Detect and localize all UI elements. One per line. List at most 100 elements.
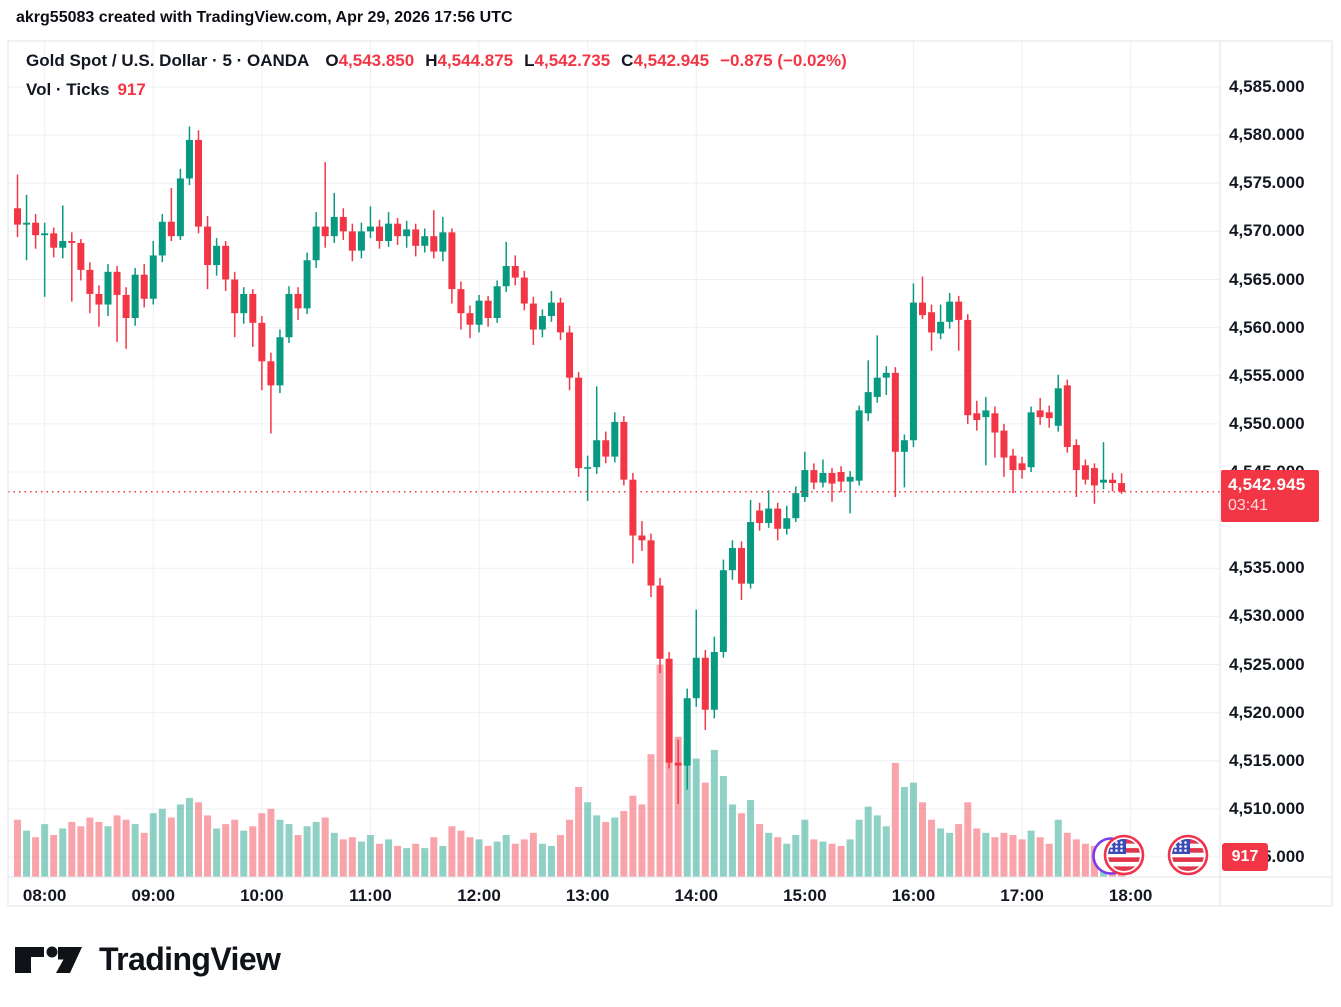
volume-bar <box>167 817 175 877</box>
candle-body <box>1009 455 1017 471</box>
volume-bar <box>502 835 510 877</box>
tradingview-logo-text: TradingView <box>99 941 281 977</box>
volume-bar <box>1009 835 1017 877</box>
y-axis-label[interactable]: 4,575.000 <box>1229 173 1305 193</box>
x-axis-label[interactable]: 12:00 <box>457 886 501 905</box>
volume-bar <box>647 754 655 877</box>
volume-bar <box>538 843 546 877</box>
candle-body <box>909 302 917 441</box>
candle-body <box>439 232 447 252</box>
candle-body <box>629 479 637 536</box>
x-axis-label[interactable]: 09:00 <box>131 886 175 905</box>
y-axis-label[interactable]: 4,535.000 <box>1229 558 1305 578</box>
volume-bar <box>430 837 438 877</box>
volume-label[interactable]: Vol · Ticks <box>26 80 110 99</box>
x-axis-label[interactable]: 11:00 <box>349 886 392 905</box>
volume-bar <box>294 835 302 877</box>
volume-bar <box>86 817 94 877</box>
tradingview-logo-icon <box>15 946 82 973</box>
symbol-title[interactable]: Gold Spot / U.S. Dollar · 5 · OANDA <box>26 51 310 70</box>
candle-body <box>919 302 926 316</box>
y-axis-label[interactable]: 4,580.000 <box>1229 125 1305 145</box>
y-axis-label[interactable]: 4,515.000 <box>1229 750 1305 770</box>
candle-body <box>955 301 963 320</box>
candle-body <box>719 570 727 652</box>
volume-bar <box>557 835 564 877</box>
candle-body <box>928 312 936 333</box>
x-axis-label[interactable]: 08:00 <box>22 886 67 905</box>
y-axis-label[interactable]: 4,565.000 <box>1229 269 1305 289</box>
candle-body <box>1036 410 1044 418</box>
volume-bar <box>131 824 139 877</box>
current-price-badge: 4,542.945 03:41 <box>1221 470 1319 522</box>
volume-bar <box>873 815 881 877</box>
candle-body <box>204 226 212 266</box>
tradingview-logo[interactable]: TradingView <box>14 941 281 978</box>
candle-body <box>1100 479 1107 483</box>
candle-body <box>529 303 537 330</box>
x-axis-label[interactable]: 14:00 <box>674 886 718 905</box>
volume-bar <box>32 837 40 877</box>
volume-bar <box>900 786 908 877</box>
us-flag-event-icon[interactable] <box>1103 834 1145 876</box>
x-axis-label[interactable]: 17:00 <box>1000 886 1044 905</box>
candle-body <box>683 698 691 766</box>
candle-body <box>77 242 85 270</box>
candle-body <box>267 361 275 386</box>
candle-body <box>801 470 809 498</box>
us-flag-event-icon[interactable] <box>1167 834 1209 876</box>
volume-bar <box>638 804 646 877</box>
candle-body <box>32 222 40 236</box>
y-axis-label[interactable]: 4,560.000 <box>1229 317 1305 337</box>
x-axis-label[interactable]: 10:00 <box>240 886 284 905</box>
volume-bar <box>593 815 601 877</box>
y-axis-label[interactable]: 4,585.000 <box>1229 77 1305 96</box>
candle-body <box>231 279 239 314</box>
candle-body <box>394 223 402 237</box>
x-axis-label[interactable]: 16:00 <box>891 886 936 905</box>
volume-bar <box>529 832 537 877</box>
candle-body <box>195 139 202 227</box>
candle-body <box>149 255 157 299</box>
y-axis-label[interactable]: 4,525.000 <box>1229 654 1305 674</box>
x-axis-label[interactable]: 13:00 <box>565 886 610 905</box>
volume-bar <box>412 843 420 877</box>
y-axis-label[interactable]: 4,520.000 <box>1229 702 1305 722</box>
volume-bar <box>222 824 230 877</box>
y-axis-label[interactable]: 4,555.000 <box>1229 365 1305 385</box>
x-axis-label[interactable]: 18:00 <box>1108 886 1153 905</box>
volume-bar <box>439 845 447 877</box>
volume-bar <box>1054 819 1062 877</box>
attribution-text: akrg55083 created with TradingView.com, … <box>16 9 513 26</box>
close-value: 4,542.945 <box>633 51 710 70</box>
candle-body <box>873 377 881 397</box>
volume-bar <box>738 813 745 877</box>
candle-body <box>14 208 21 225</box>
y-axis-label[interactable]: 4,510.000 <box>1229 798 1305 818</box>
candle-body <box>330 216 338 237</box>
candle-body <box>258 322 266 362</box>
y-axis-label[interactable]: 4,550.000 <box>1229 413 1305 433</box>
volume-bar <box>104 826 112 877</box>
x-axis-label[interactable]: 15:00 <box>783 886 827 905</box>
candle-body <box>701 657 709 710</box>
high-value: 4,544.875 <box>437 51 514 70</box>
volume-bar <box>77 826 85 877</box>
candle-body <box>312 226 320 261</box>
volume-bar <box>982 832 990 877</box>
candle-body <box>973 413 981 421</box>
candle-body <box>1045 412 1053 419</box>
candle-body <box>104 271 112 305</box>
y-axis-label[interactable]: 4,530.000 <box>1229 606 1305 626</box>
volume-bar <box>1000 832 1008 877</box>
y-axis-label[interactable]: 4,570.000 <box>1229 221 1305 241</box>
current-volume-badge: 917 <box>1222 843 1268 871</box>
volume-bar <box>376 843 383 877</box>
volume-bar <box>50 835 58 877</box>
volume-bar <box>276 819 284 877</box>
volume-bar <box>801 819 809 877</box>
candle-body <box>366 226 374 232</box>
candle-body <box>575 377 583 469</box>
candle-body <box>412 229 420 246</box>
volume-bar <box>792 835 800 877</box>
